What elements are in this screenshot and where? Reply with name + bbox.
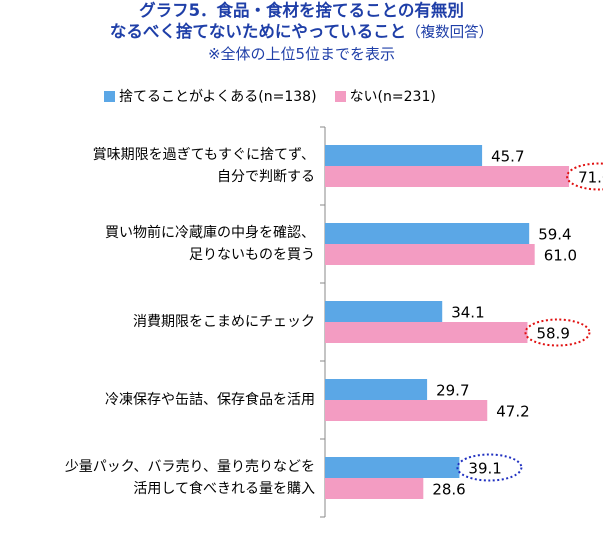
- category-label: 買い物前に冷蔵庫の中身を確認、足りないものを買う: [15, 222, 315, 266]
- category-label: 冷凍保存や缶詰、保存食品を活用: [15, 389, 315, 411]
- legend-item-often: 捨てることがよくある(n=138): [104, 86, 317, 106]
- chart-title: グラフ5．食品・食材を捨てることの有無別: [139, 1, 464, 20]
- legend-item-never: ない(n=231): [334, 86, 436, 106]
- chart-title-line2: なるべく捨てないためにやっていること（複数回答）: [0, 21, 603, 44]
- bar-never: [325, 166, 570, 187]
- bar-often: [325, 379, 428, 400]
- category-label-line: 消費期限をこまめにチェック: [133, 314, 315, 330]
- data-label: 28.6: [432, 481, 465, 499]
- chart-subtitle: ※全体の上位5位までを表示: [207, 45, 396, 63]
- category-label: 賞味期限を過ぎてもすぐに捨てず、自分で判断する: [15, 144, 315, 188]
- data-label: 59.4: [538, 226, 571, 244]
- bar-often: [325, 223, 530, 244]
- data-label: 34.1: [451, 304, 484, 322]
- highlight-ellipse: [566, 162, 603, 191]
- chart-legend: 捨てることがよくある(n=138) ない(n=231): [104, 86, 436, 106]
- chart-header: グラフ5．食品・食材を捨てることの有無別 なるべく捨てないためにやっていること（…: [0, 0, 603, 64]
- data-label: 47.2: [496, 403, 529, 421]
- chart-title-paren: （複数回答）: [406, 25, 494, 41]
- category-label-line: 活用して食べきれる量を購入: [133, 481, 315, 497]
- category-label-line: 冷凍保存や缶詰、保存食品を活用: [105, 392, 315, 408]
- category-label: 消費期限をこまめにチェック: [15, 311, 315, 333]
- category-label-line: 足りないものを買う: [189, 247, 315, 263]
- category-label-line: 買い物前に冷蔵庫の中身を確認、: [105, 225, 315, 241]
- data-label: 39.1: [468, 460, 501, 478]
- data-label: 58.9: [536, 325, 569, 343]
- bar-never: [325, 244, 535, 265]
- bar-often: [325, 301, 443, 322]
- data-label: 45.7: [491, 148, 524, 166]
- category-label-line: 自分で判断する: [217, 169, 315, 185]
- bar-never: [325, 322, 528, 343]
- chart-title-line2-text: なるべく捨てないためにやっていること: [109, 22, 407, 41]
- legend-label-often: 捨てることがよくある(n=138): [119, 89, 317, 105]
- legend-swatch-never: [334, 90, 346, 102]
- data-label: 71.0: [578, 169, 603, 187]
- legend-label-never: ない(n=231): [349, 89, 436, 105]
- category-label-line: 賞味期限を過ぎてもすぐに捨てず、: [92, 147, 315, 163]
- legend-swatch-often: [104, 90, 115, 102]
- data-label: 61.0: [544, 247, 577, 265]
- bar-often: [325, 457, 460, 478]
- bar-never: [325, 478, 424, 499]
- bar-never: [325, 400, 488, 421]
- highlight-ellipse: [456, 453, 523, 482]
- data-label: 29.7: [436, 382, 469, 400]
- category-label: 少量パック、バラ売り、量り売りなどを活用して食べきれる量を購入: [15, 456, 315, 500]
- category-label-line: 少量パック、バラ売り、量り売りなどを: [64, 459, 315, 475]
- highlight-ellipse: [524, 318, 591, 347]
- bar-often: [325, 145, 483, 166]
